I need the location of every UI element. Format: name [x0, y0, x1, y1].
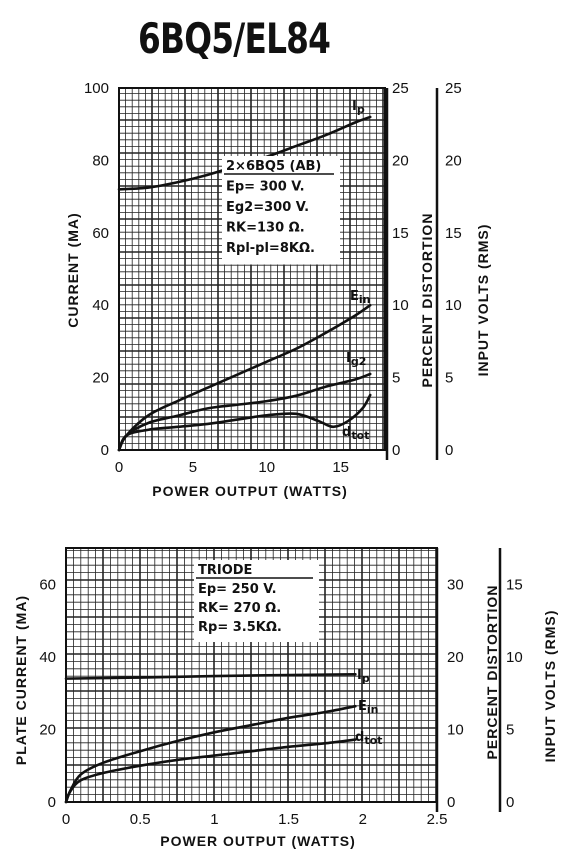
y3-tick-label: 25 [445, 80, 462, 97]
y3-tick-label: 5 [506, 721, 514, 738]
y-tick-label: 40 [92, 297, 109, 314]
grid [118, 88, 385, 451]
y2-tick-label: 20 [392, 152, 409, 169]
plot-frame [118, 87, 386, 451]
y2-axis-label: PERCENT DISTORTION [484, 585, 500, 760]
x-axis-label: POWER OUTPUT (WATTS) [160, 833, 356, 849]
y3-tick-label: 15 [506, 576, 523, 593]
x-tick-label: 1 [210, 811, 218, 828]
x-tick-label: 0 [62, 811, 70, 828]
x-tick-label: 1.5 [278, 811, 299, 828]
x-tick-label: 0 [115, 459, 123, 476]
x-tick-label: 5 [189, 459, 197, 476]
series-label-dtot: dtot [342, 425, 369, 442]
y-axis-label: PLATE CURRENT (MA) [13, 595, 29, 765]
series-line-Ein [117, 303, 372, 452]
y3-tick-label: 20 [445, 152, 462, 169]
y-tick-label: 0 [101, 442, 109, 459]
y3-tick-label: 10 [506, 649, 523, 666]
annotation-line: RK= 270 Ω. [198, 601, 281, 616]
y2-tick-label: 25 [392, 80, 409, 97]
x-tick-label: 15 [332, 459, 349, 476]
y-tick-label: 100 [84, 80, 109, 97]
series-label-Ig2: Ig2 [346, 351, 366, 368]
y-tick-label: 20 [92, 370, 109, 387]
series-line-dtot [117, 393, 372, 452]
y-tick-label: 80 [92, 152, 109, 169]
y3-axis-label: INPUT VOLTS (RMS) [475, 224, 491, 377]
x-tick-label: 0.5 [130, 811, 151, 828]
y2-tick-label: 10 [447, 721, 464, 738]
y3-tick-label: 0 [445, 442, 453, 459]
y-tick-label: 60 [39, 576, 56, 593]
y2-tick-label: 10 [392, 297, 409, 314]
x-axis-label: POWER OUTPUT (WATTS) [152, 483, 348, 499]
series-label-Ein: Ein [350, 289, 371, 306]
y-tick-label: 20 [39, 721, 56, 738]
y2-tick-label: 30 [447, 576, 464, 593]
annotation-line: Ep= 300 V. [226, 180, 305, 195]
y2-tick-label: 0 [392, 442, 400, 459]
x-tick-label: 2 [359, 811, 367, 828]
annotation-line: Eg2=300 V. [226, 200, 309, 215]
series-label-dtot: dtot [355, 730, 382, 747]
y3-tick-label: 5 [445, 370, 453, 387]
y3-tick-label: 15 [445, 225, 462, 242]
annotation-box [194, 560, 319, 642]
y-tick-label: 60 [92, 225, 109, 242]
y-tick-label: 40 [39, 649, 56, 666]
annotation-line: TRIODE [198, 563, 252, 578]
y3-axis-label: INPUT VOLTS (RMS) [542, 610, 558, 763]
page-title: 6BQ5/EL84 [138, 14, 331, 63]
y2-tick-label: 15 [392, 225, 409, 242]
x-tick-label: 2.5 [427, 811, 448, 828]
annotation-line: 2×6BQ5 (AB) [226, 159, 321, 174]
y3-tick-label: 0 [506, 794, 514, 811]
series-line-Ip [64, 672, 357, 680]
y2-axis-label: PERCENT DISTORTION [419, 213, 435, 388]
y2-tick-label: 0 [447, 794, 455, 811]
y-tick-label: 0 [48, 794, 56, 811]
chart-1: 0 5 10 15 0 20 40 60 80 100 0 5 10 15 20 25 0 5 10 15 20 25 PO… [65, 80, 491, 499]
series-line-Ein [64, 704, 357, 804]
y2-tick-label: 5 [392, 370, 400, 387]
series-line-dtot [64, 738, 357, 804]
annotation-line: Ep= 250 V. [198, 582, 277, 597]
series-label-Ip: Ip [357, 668, 370, 685]
y2-tick-label: 20 [447, 649, 464, 666]
annotation-line: Rp= 3.5KΩ. [198, 620, 282, 635]
x-tick-label: 10 [258, 459, 275, 476]
series-label-Ip: Ip [352, 99, 365, 116]
y3-tick-label: 10 [445, 297, 462, 314]
annotation-line: RK=130 Ω. [226, 221, 305, 236]
series-line-Ig2 [117, 372, 372, 452]
annotation-line: Rpl-pl=8KΩ. [226, 241, 315, 256]
series-label-Ein: Ein [358, 699, 379, 716]
y-axis-label: CURRENT (MA) [65, 212, 81, 327]
